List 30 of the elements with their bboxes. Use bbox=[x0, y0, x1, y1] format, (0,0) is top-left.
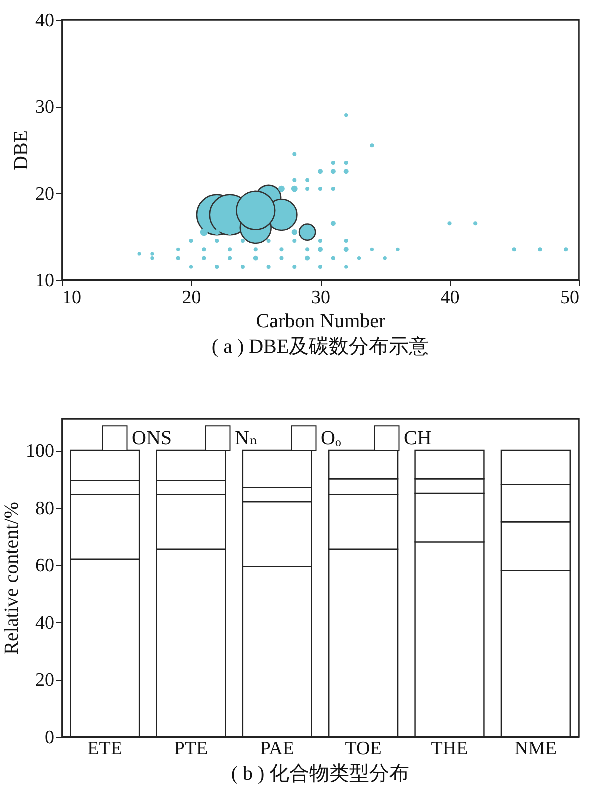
x-tick-label: PTE bbox=[174, 738, 208, 760]
y-tick-label: 0 bbox=[45, 728, 54, 748]
y-tick-label: 10 bbox=[36, 270, 54, 292]
y-tick-label: 40 bbox=[36, 612, 54, 634]
y-tick-label: 20 bbox=[36, 184, 54, 205]
x-tick-label: 40 bbox=[440, 288, 460, 308]
y-tick-label: 40 bbox=[36, 10, 54, 32]
y-tick-label: 100 bbox=[26, 441, 54, 462]
x-tick-label: 30 bbox=[312, 288, 330, 308]
legend-label: CH bbox=[404, 427, 432, 450]
x-axis-title: Carbon Number bbox=[256, 310, 386, 332]
y-tick-label: 80 bbox=[36, 498, 54, 520]
y-tick-label: 30 bbox=[36, 97, 54, 118]
legend-label: Nₙ bbox=[235, 427, 258, 450]
text: ( a ) DBE及碳数分布示意 bbox=[212, 336, 430, 358]
x-tick-label: NME bbox=[514, 738, 558, 760]
y-axis-title: DBE bbox=[10, 130, 32, 170]
x-tick-label: PAE bbox=[260, 738, 294, 760]
legend-label: Oₒ bbox=[321, 427, 342, 450]
y-axis-title: Relative content/% bbox=[1, 502, 23, 655]
x-tick-label: 10 bbox=[62, 288, 82, 308]
y-tick-label: 20 bbox=[36, 670, 54, 692]
x-tick-label: TOE bbox=[345, 738, 382, 760]
legend-label: ONS bbox=[132, 427, 172, 450]
x-tick-label: THE bbox=[431, 738, 468, 760]
x-tick-label: 20 bbox=[182, 288, 202, 308]
x-tick-label: 50 bbox=[560, 288, 580, 308]
x-tick-label: ETE bbox=[88, 738, 122, 760]
y-tick-label: 60 bbox=[36, 556, 54, 577]
text: ( b ) 化合物类型分布 bbox=[231, 763, 410, 785]
